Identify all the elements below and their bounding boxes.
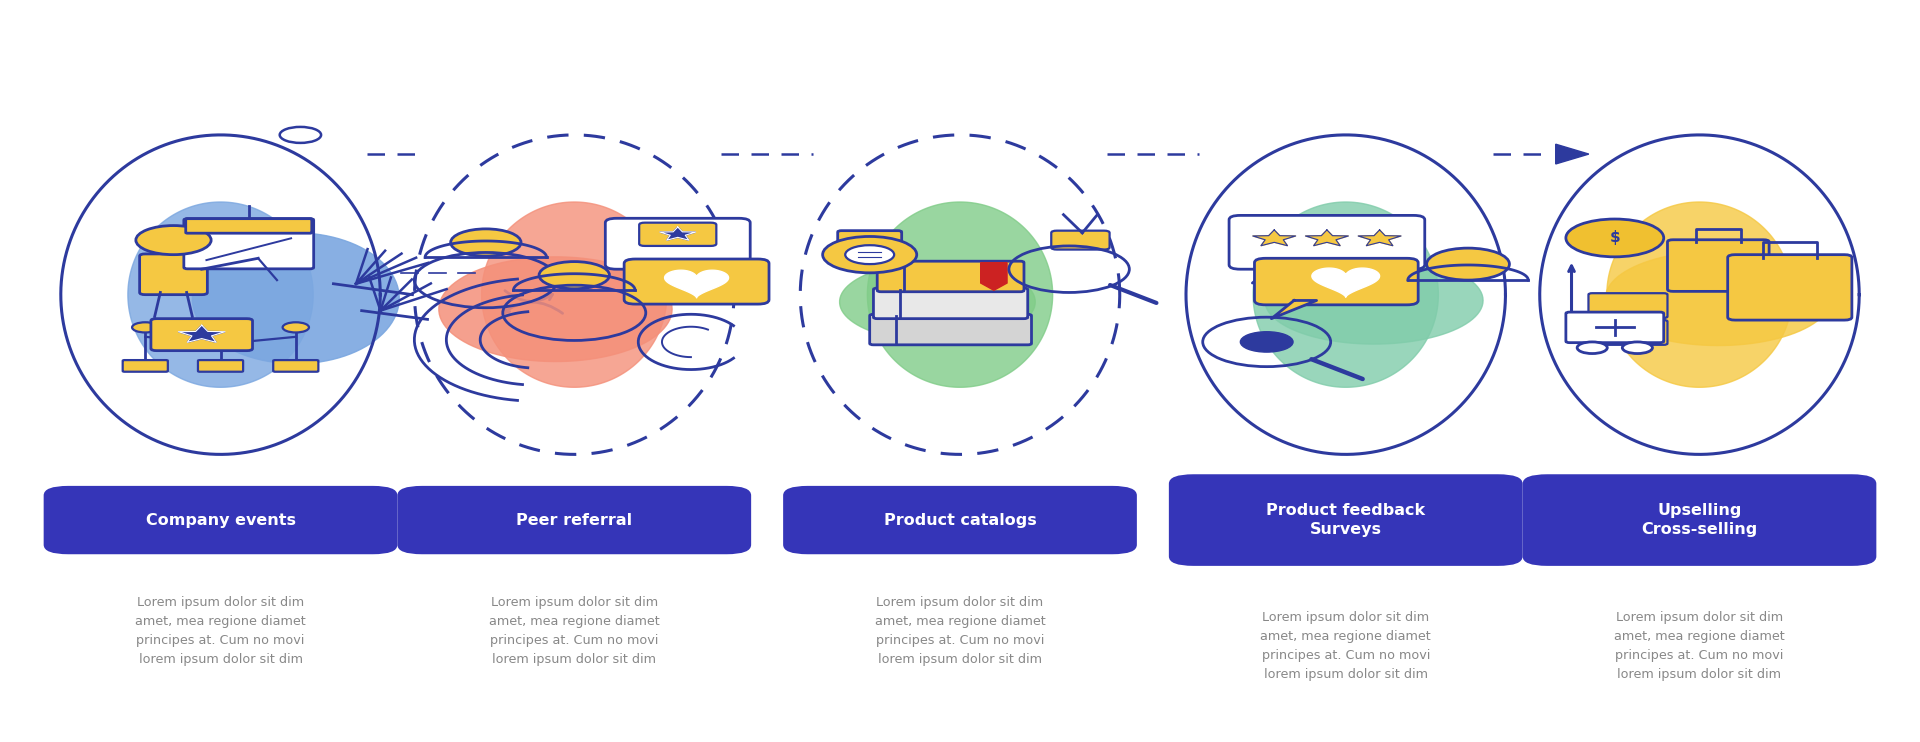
FancyBboxPatch shape [837,231,902,243]
Circle shape [845,245,895,264]
Text: Company events: Company events [146,513,296,528]
FancyBboxPatch shape [870,315,1031,345]
Text: Lorem ipsum dolor sit dim
amet, mea regione diamet
principes at. Cum no movi
lor: Lorem ipsum dolor sit dim amet, mea regi… [134,597,305,666]
Text: Peer referral: Peer referral [516,513,632,528]
Text: $: $ [1609,231,1620,246]
Text: Lorem ipsum dolor sit dim
amet, mea regione diamet
principes at. Cum no movi
lor: Lorem ipsum dolor sit dim amet, mea regi… [1615,611,1786,681]
FancyBboxPatch shape [1588,293,1667,318]
FancyBboxPatch shape [1667,240,1768,292]
Circle shape [1622,342,1653,353]
Circle shape [282,322,309,332]
FancyBboxPatch shape [273,360,319,372]
Polygon shape [192,233,399,364]
FancyBboxPatch shape [123,360,167,372]
Polygon shape [1607,202,1791,387]
FancyBboxPatch shape [1169,474,1523,566]
FancyBboxPatch shape [1254,258,1419,305]
Polygon shape [1357,230,1402,246]
Polygon shape [1555,144,1590,164]
FancyBboxPatch shape [186,219,311,233]
FancyBboxPatch shape [198,360,244,372]
Text: Lorem ipsum dolor sit dim
amet, mea regione diamet
principes at. Cum no movi
lor: Lorem ipsum dolor sit dim amet, mea regi… [490,597,660,666]
FancyBboxPatch shape [44,486,397,554]
Text: Product feedback
Surveys: Product feedback Surveys [1265,503,1425,537]
Text: Product catalogs: Product catalogs [883,513,1037,528]
Circle shape [207,322,234,332]
Polygon shape [839,262,1035,342]
Polygon shape [1252,265,1298,283]
Circle shape [280,127,321,143]
Polygon shape [440,257,672,361]
FancyBboxPatch shape [874,288,1027,318]
Polygon shape [482,202,666,387]
Polygon shape [1271,301,1317,318]
Polygon shape [1252,230,1296,246]
Circle shape [1576,342,1607,353]
Polygon shape [1311,268,1380,298]
FancyBboxPatch shape [1588,320,1667,345]
Polygon shape [660,227,695,240]
Polygon shape [868,202,1052,387]
Polygon shape [1605,251,1832,346]
FancyBboxPatch shape [1728,255,1853,320]
FancyBboxPatch shape [1052,231,1110,249]
FancyBboxPatch shape [184,219,313,269]
FancyBboxPatch shape [624,259,770,304]
Circle shape [1567,219,1665,257]
Polygon shape [1265,257,1482,344]
Circle shape [1427,248,1509,280]
FancyBboxPatch shape [1229,215,1425,269]
Polygon shape [1306,230,1348,246]
FancyBboxPatch shape [140,254,207,295]
Polygon shape [179,325,225,342]
Text: Lorem ipsum dolor sit dim
amet, mea regione diamet
principes at. Cum no movi
lor: Lorem ipsum dolor sit dim amet, mea regi… [876,597,1044,666]
Circle shape [540,262,609,289]
Polygon shape [664,270,728,298]
Circle shape [136,226,211,255]
FancyBboxPatch shape [1523,474,1876,566]
Polygon shape [1254,202,1438,387]
FancyBboxPatch shape [639,223,716,246]
Circle shape [132,322,159,332]
FancyBboxPatch shape [152,318,253,351]
Polygon shape [981,263,1008,290]
Text: Lorem ipsum dolor sit dim
amet, mea regione diamet
principes at. Cum no movi
lor: Lorem ipsum dolor sit dim amet, mea regi… [1260,611,1430,681]
Circle shape [451,229,520,256]
FancyBboxPatch shape [397,486,751,554]
FancyBboxPatch shape [877,261,1023,292]
Polygon shape [129,202,313,387]
FancyBboxPatch shape [783,486,1137,554]
Circle shape [1240,332,1292,352]
FancyBboxPatch shape [605,218,751,269]
Circle shape [822,237,916,273]
Text: Upselling
Cross-selling: Upselling Cross-selling [1642,503,1757,537]
FancyBboxPatch shape [1567,312,1665,343]
